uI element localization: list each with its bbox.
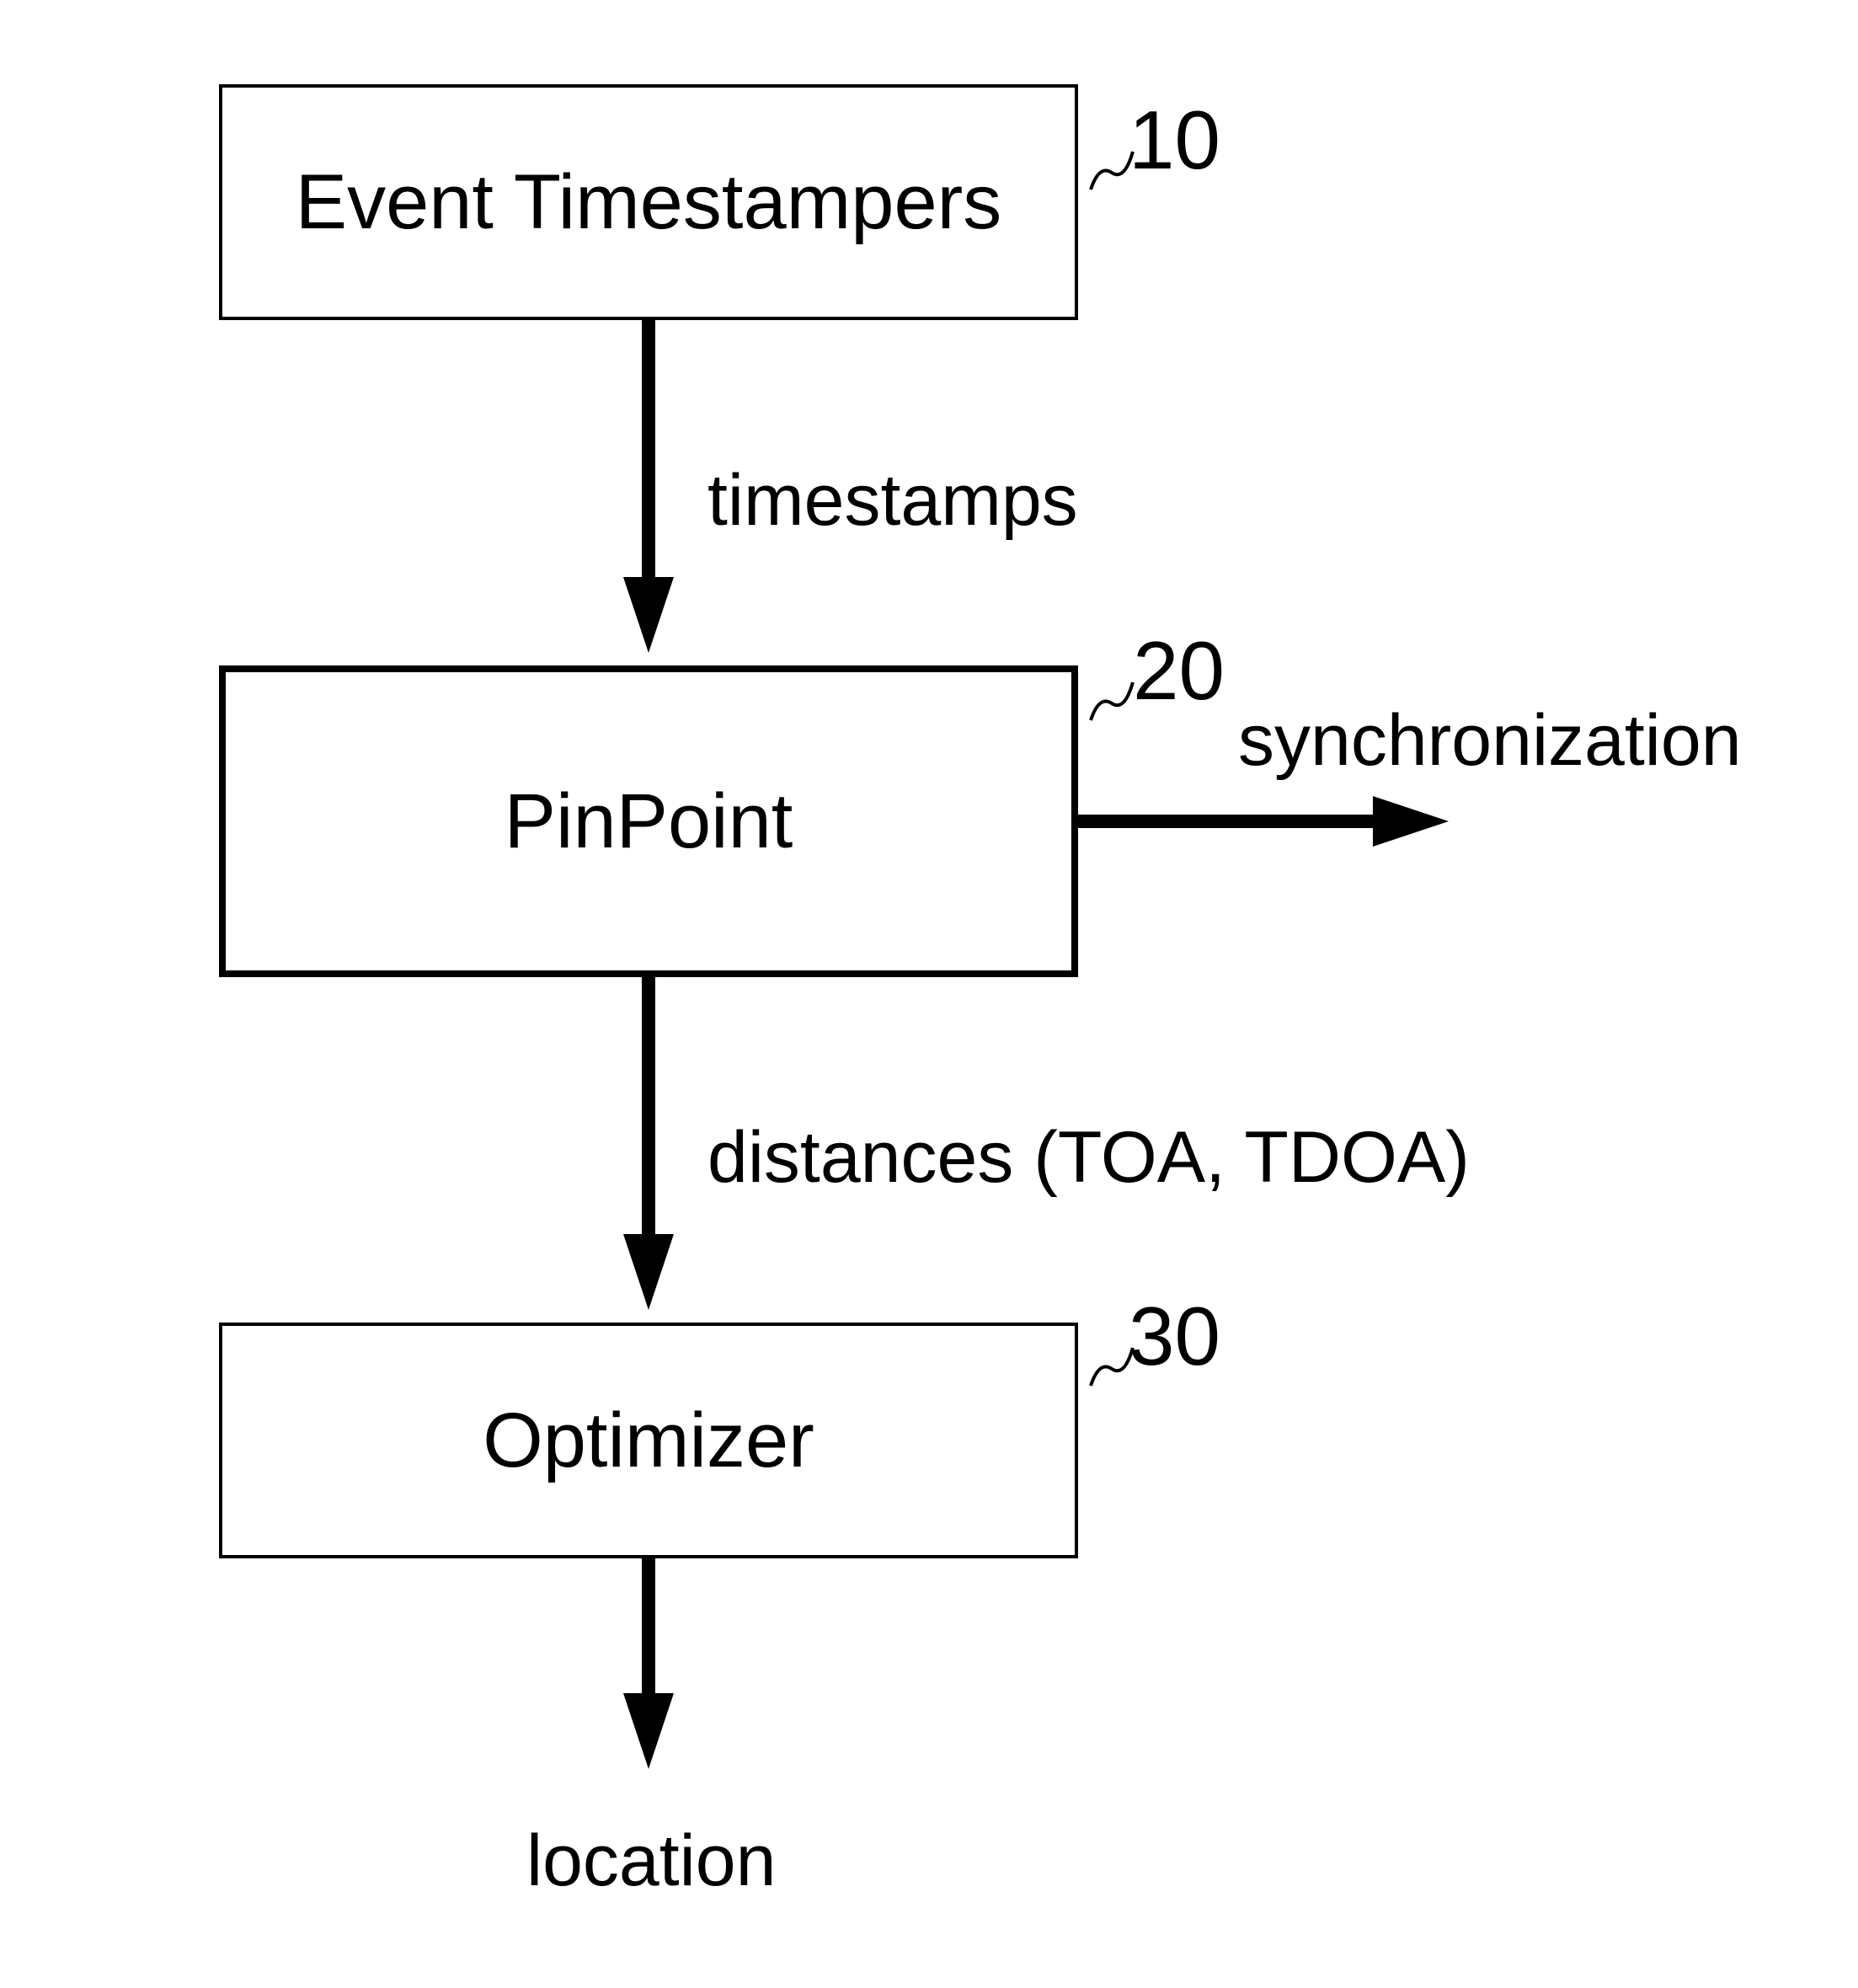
flowchart-diagram: Event Timestampers 10 PinPoint 20 Optimi… (0, 0, 1858, 1988)
reference-number-20: 20 (1133, 623, 1225, 719)
squiggle-connector (1087, 143, 1137, 202)
box-pinpoint: PinPoint (219, 665, 1078, 977)
squiggle-connector (1087, 1339, 1137, 1398)
box-label: PinPoint (505, 778, 793, 866)
box-label: Event Timestampers (296, 158, 1002, 247)
squiggle-connector (1087, 674, 1137, 733)
box-optimizer: Optimizer (219, 1323, 1078, 1558)
arrow-label-timestamps: timestamps (707, 459, 1078, 542)
box-event-timestampers: Event Timestampers (219, 84, 1078, 320)
reference-number-30: 30 (1129, 1289, 1220, 1384)
arrow-label-location: location (526, 1820, 776, 1903)
reference-number-10: 10 (1129, 93, 1220, 188)
box-label: Optimizer (483, 1397, 814, 1485)
arrow-label-distances: distances (TOA, TDOA) (707, 1116, 1470, 1200)
arrow-label-synchronization: synchronization (1238, 699, 1742, 783)
